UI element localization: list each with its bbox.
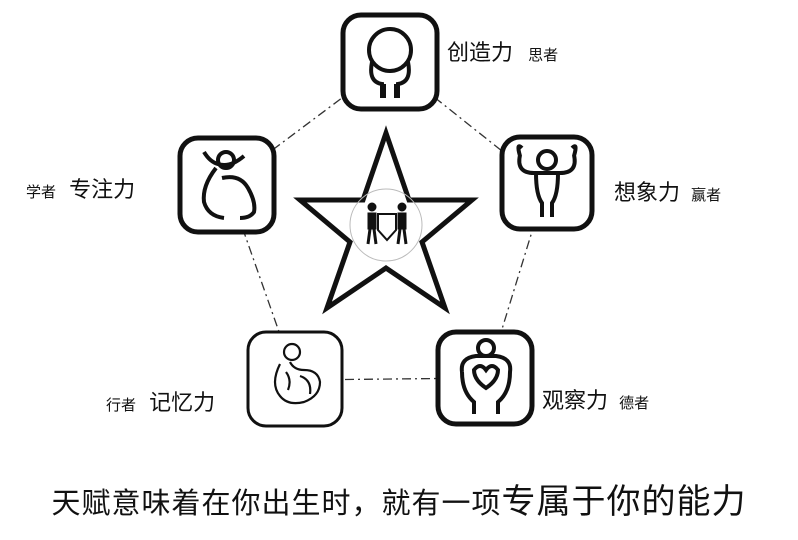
ability-name: 创造力	[447, 41, 514, 66]
role-name: 德者	[619, 394, 650, 412]
node-focus	[177, 135, 277, 235]
ability-name: 想象力	[614, 181, 681, 206]
node-memory	[246, 330, 344, 428]
curled-figure-icon	[273, 342, 322, 405]
label-creativity: 创造力 思者	[447, 35, 558, 67]
role-name: 赢者	[691, 186, 722, 204]
label-focus: 学者 专注力	[26, 172, 135, 204]
caption: 天赋意味着在你出生时，就有一项专属于你的能力	[0, 474, 798, 523]
node-creativity	[340, 12, 440, 112]
ability-name: 专注力	[69, 178, 136, 203]
label-imagination: 想象力 赢者	[614, 175, 721, 207]
label-observation: 观察力 德者	[542, 383, 649, 415]
heart-holder-icon	[459, 338, 513, 414]
two-people-carrying-box-icon	[366, 202, 408, 245]
label-memory: 行者 记忆力	[106, 385, 215, 417]
role-name: 行者	[106, 396, 137, 414]
ability-name: 记忆力	[149, 391, 216, 416]
role-name: 思者	[528, 46, 559, 64]
ability-name: 观察力	[542, 389, 609, 414]
caption-part2: 专属于你的能力	[501, 482, 747, 522]
talent-pentagon-diagram	[177, 12, 595, 428]
node-observation	[435, 329, 535, 427]
center-star	[293, 125, 479, 315]
node-imagination	[499, 134, 595, 232]
caption-part1: 天赋意味着在你出生时，就有一项	[51, 486, 502, 520]
leaping-figure-icon	[201, 150, 257, 220]
role-name: 学者	[26, 183, 57, 201]
flexing-winner-icon	[516, 144, 578, 217]
thinker-head-icon	[367, 27, 413, 98]
